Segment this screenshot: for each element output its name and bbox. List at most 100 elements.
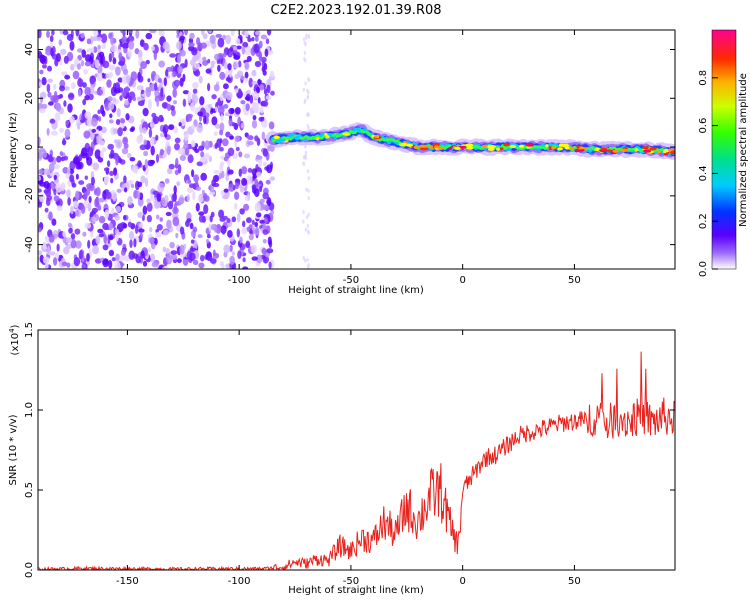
noise-blob <box>207 58 211 64</box>
noise-blob <box>252 103 259 112</box>
noise-blob <box>307 90 310 95</box>
noise-blob <box>144 177 149 187</box>
noise-blob <box>169 241 175 249</box>
noise-blob <box>91 128 97 133</box>
noise-blob <box>150 193 154 202</box>
noise-blob <box>268 261 272 269</box>
noise-blob <box>262 148 268 157</box>
noise-blob <box>270 210 275 215</box>
noise-blob <box>142 205 148 215</box>
noise-blob <box>195 180 199 187</box>
noise-blob <box>78 154 83 162</box>
noise-blob <box>49 251 56 256</box>
noise-blob <box>197 111 203 117</box>
ridge-hotspot <box>487 147 495 151</box>
noise-blob <box>127 179 134 186</box>
noise-blob <box>215 33 222 38</box>
y-tick-label: 20 <box>24 92 35 105</box>
x-tick-label: -100 <box>228 275 251 286</box>
noise-blob <box>145 87 152 98</box>
noise-blob <box>302 87 305 92</box>
noise-blob <box>116 188 122 193</box>
noise-blob <box>234 191 240 200</box>
noise-blob <box>73 200 79 209</box>
noise-blob <box>119 95 123 101</box>
noise-blob <box>70 233 76 240</box>
noise-blob <box>169 53 177 58</box>
snr-frame <box>37 329 676 571</box>
x-tick-label: 0 <box>459 275 465 286</box>
noise-blob <box>153 50 157 61</box>
noise-blob <box>237 250 242 259</box>
noise-blob <box>45 51 52 55</box>
noise-blob <box>160 87 164 98</box>
spectrogram-signal-ridge <box>265 122 675 160</box>
noise-blob <box>225 34 232 45</box>
noise-blob <box>304 144 307 149</box>
noise-blob <box>38 150 43 160</box>
noise-blob <box>81 113 85 124</box>
noise-blob <box>200 254 205 262</box>
noise-blob <box>175 79 180 87</box>
noise-blob <box>151 262 159 268</box>
noise-blob <box>102 190 107 201</box>
noise-blob <box>302 37 306 42</box>
noise-blob <box>158 114 164 123</box>
noise-blob <box>194 148 200 153</box>
noise-blob <box>198 145 205 151</box>
noise-blob <box>88 93 94 101</box>
noise-blob <box>208 103 213 109</box>
noise-blob <box>95 235 101 245</box>
noise-blob <box>70 63 75 71</box>
noise-blob <box>169 105 175 111</box>
ridge-hotspot <box>487 145 496 149</box>
noise-blob <box>161 102 168 109</box>
x-tick-label: -100 <box>228 576 251 587</box>
noise-blob <box>128 30 133 34</box>
noise-blob <box>56 205 63 211</box>
noise-blob <box>77 48 83 53</box>
noise-blob <box>129 157 136 162</box>
noise-blob <box>213 223 217 233</box>
noise-blob <box>202 192 208 201</box>
noise-blob <box>38 250 43 256</box>
noise-blob <box>136 135 143 144</box>
noise-blob <box>44 235 50 242</box>
noise-blob <box>46 83 51 93</box>
noise-blob <box>71 182 77 188</box>
noise-blob <box>77 78 84 87</box>
noise-blob <box>244 30 249 38</box>
colorbar-ticks: 0.0 0.2 0.4 0.6 0.8 <box>698 70 718 277</box>
noise-blob <box>165 248 170 255</box>
noise-blob <box>89 75 96 85</box>
noise-blob <box>105 73 109 79</box>
noise-blob <box>248 224 253 230</box>
noise-blob <box>222 215 228 220</box>
noise-blob <box>94 197 100 208</box>
noise-blob <box>95 129 100 135</box>
noise-blob <box>75 209 80 217</box>
noise-blob <box>305 215 309 220</box>
colorbar-tick-label: 0.0 <box>698 261 709 277</box>
noise-blob <box>233 46 238 51</box>
noise-blob <box>115 253 120 262</box>
noise-blob <box>184 147 190 156</box>
noise-blob <box>82 231 87 237</box>
spectrogram-x-ticks: -150 -100 -50 0 50 <box>116 30 581 286</box>
noise-blob <box>234 88 239 94</box>
noise-blob <box>162 127 167 134</box>
noise-blob <box>224 112 230 117</box>
noise-blob <box>103 167 110 172</box>
noise-blob <box>51 30 55 36</box>
ridge-hotspot <box>525 143 535 147</box>
noise-blob <box>179 154 186 161</box>
noise-blob <box>84 95 90 101</box>
noise-blob <box>162 41 170 50</box>
noise-blob <box>209 215 213 223</box>
noise-blob <box>148 247 152 253</box>
noise-blob <box>130 184 135 188</box>
noise-blob <box>259 198 265 204</box>
noise-blob <box>302 256 305 261</box>
noise-blob <box>173 202 177 213</box>
noise-blob <box>148 128 153 138</box>
